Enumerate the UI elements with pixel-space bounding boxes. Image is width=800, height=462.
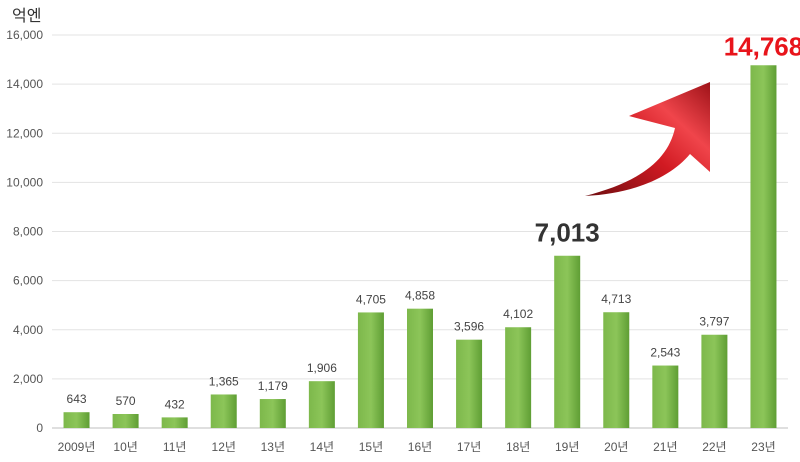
x-tick-label: 11년 xyxy=(163,440,187,454)
bar xyxy=(652,365,679,428)
bar xyxy=(308,381,335,428)
bar xyxy=(63,412,90,428)
data-label: 1,179 xyxy=(258,379,288,393)
y-tick-label: 10,000 xyxy=(6,175,43,189)
y-tick-label: 8,000 xyxy=(13,225,43,239)
x-tick-label: 16년 xyxy=(408,440,432,454)
grid-layer xyxy=(52,34,788,429)
bar xyxy=(554,255,581,428)
bar xyxy=(161,417,188,428)
emphasized-data-label: 14,768 xyxy=(724,31,800,61)
y-tick-label: 4,000 xyxy=(13,323,43,337)
bar xyxy=(701,334,728,428)
bars-layer xyxy=(63,65,777,429)
y-tick-label: 0 xyxy=(36,421,43,435)
y-tick-label: 16,000 xyxy=(6,28,43,42)
y-unit-label: 억엔 xyxy=(12,7,41,25)
x-tick-label: 19년 xyxy=(555,440,579,454)
x-tick-label: 18년 xyxy=(506,440,530,454)
data-label: 4,713 xyxy=(601,292,631,306)
y-tick-label: 12,000 xyxy=(6,126,43,140)
data-label: 570 xyxy=(116,394,136,408)
x-tick-label: 2009년 xyxy=(58,440,96,454)
bar xyxy=(407,308,433,428)
bar xyxy=(603,312,630,428)
data-label: 1,906 xyxy=(307,361,337,375)
y-tick-label: 14,000 xyxy=(6,77,43,91)
emphasized-data-label: 7,013 xyxy=(535,218,600,248)
x-tick-label: 21년 xyxy=(653,440,677,454)
x-tick-label: 20년 xyxy=(604,440,628,454)
data-label: 3,596 xyxy=(454,320,484,334)
x-tick-label: 14년 xyxy=(310,440,334,454)
data-label: 3,797 xyxy=(699,315,729,329)
y-tick-label: 2,000 xyxy=(13,372,43,386)
x-tick-label: 10년 xyxy=(113,440,137,454)
x-tick-label: 12년 xyxy=(212,440,236,454)
data-label: 4,858 xyxy=(405,289,435,303)
bar xyxy=(750,65,777,429)
data-label: 643 xyxy=(67,392,87,406)
data-label: 432 xyxy=(165,397,185,411)
bar xyxy=(456,339,483,428)
bar xyxy=(357,312,384,428)
data-label: 2,543 xyxy=(650,346,680,360)
data-label: 1,365 xyxy=(209,374,239,388)
x-tick-label: 17년 xyxy=(457,440,481,454)
x-tick-label: 13년 xyxy=(261,440,285,454)
bar xyxy=(210,394,237,428)
red-upward-arrow-icon xyxy=(585,82,710,196)
data-label: 4,102 xyxy=(503,307,533,321)
bar xyxy=(505,327,532,428)
y-tick-label: 6,000 xyxy=(13,274,43,288)
data-label: 4,705 xyxy=(356,292,386,306)
x-tick-label: 15년 xyxy=(359,440,383,454)
labels-layer: 0 2,000 4,000 6,000 8,000 10,000 12,000 14,000 1… xyxy=(6,28,800,454)
bar xyxy=(112,413,139,428)
x-tick-label: 23년 xyxy=(751,440,775,454)
x-tick-label: 22년 xyxy=(702,440,726,454)
bar xyxy=(259,399,286,428)
